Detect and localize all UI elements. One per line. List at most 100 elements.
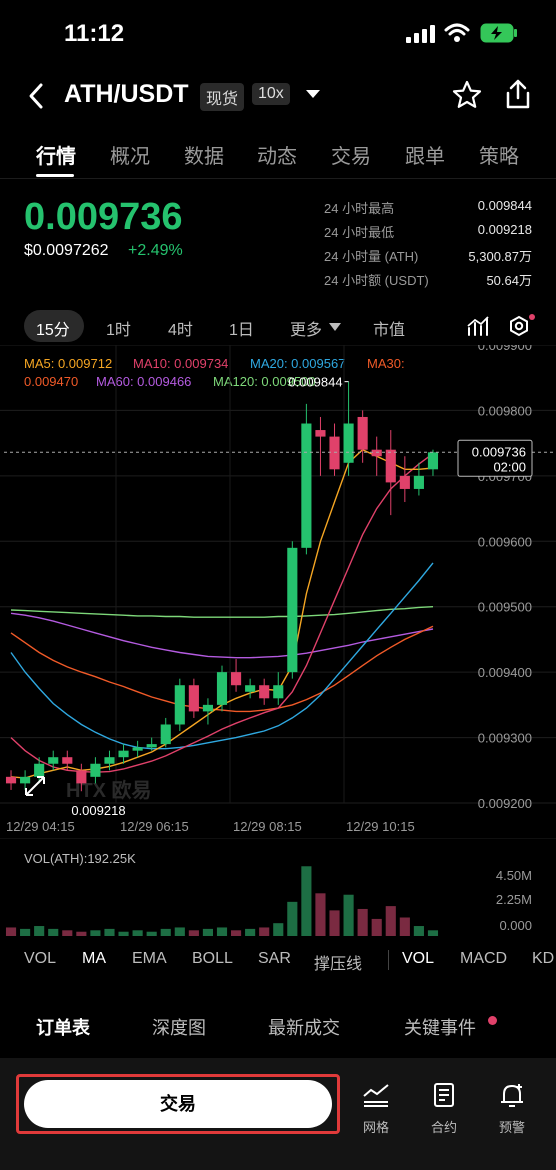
- candle: [259, 685, 270, 699]
- signal-icon: [406, 25, 435, 43]
- candle: [273, 685, 284, 699]
- stat-value: 50.64万: [486, 273, 532, 288]
- candle: [385, 449, 396, 483]
- candle: [132, 747, 143, 751]
- timeframe-15m[interactable]: 15分: [36, 322, 70, 339]
- stat-label: 24 小时最低: [324, 225, 395, 240]
- low-label: 0.009218: [71, 803, 125, 818]
- timeframe-1h[interactable]: 1时: [106, 322, 131, 339]
- grid-button[interactable]: 网格: [346, 1082, 406, 1136]
- y-tick-label: 0.009600: [478, 534, 532, 549]
- volume-bar: [385, 906, 396, 936]
- indicator-vol[interactable]: VOL: [24, 950, 57, 967]
- grid-label: 网格: [362, 1120, 389, 1135]
- candle: [118, 750, 129, 758]
- contract-button[interactable]: 合约: [414, 1082, 474, 1136]
- pair-title[interactable]: ATH/USDT: [64, 80, 189, 108]
- contract-label: 合约: [430, 1120, 457, 1135]
- share-icon[interactable]: [504, 78, 532, 110]
- volume-bar: [343, 894, 354, 936]
- tab-market[interactable]: 行情: [36, 146, 76, 168]
- volume-bar: [301, 866, 312, 936]
- candlestick-chart[interactable]: 0.0099000.0098000.0097000.0096000.009500…: [0, 345, 556, 835]
- volume-bar: [160, 928, 171, 936]
- indicator-chart-icon[interactable]: [466, 314, 490, 338]
- volume-bar: [357, 908, 368, 936]
- volume-bar: [174, 927, 185, 936]
- tab-feed[interactable]: 动态: [257, 146, 297, 168]
- indicator-ma[interactable]: MA: [82, 950, 106, 967]
- tab-key-events[interactable]: 关键事件: [404, 1018, 476, 1038]
- tab-depth[interactable]: 深度图: [152, 1018, 206, 1038]
- tab-orderbook[interactable]: 订单表: [36, 1018, 90, 1038]
- x-tick-label: 12/29 10:15: [346, 819, 415, 834]
- stat-label: 24 小时最高: [324, 201, 395, 216]
- volume-bar: [273, 923, 284, 936]
- volume-bar: [216, 927, 228, 936]
- tab-strategy[interactable]: 策略: [479, 146, 519, 168]
- indicator-sub-vol[interactable]: VOL: [402, 950, 435, 967]
- tab-overview[interactable]: 概况: [110, 146, 150, 168]
- alert-bell-icon: [501, 1084, 523, 1107]
- battery-icon: [480, 23, 517, 43]
- indicator-boll[interactable]: BOLL: [192, 950, 233, 967]
- settings-icon[interactable]: [508, 313, 536, 339]
- ma10-legend: MA10: 0.009734: [133, 356, 229, 371]
- candle: [245, 685, 256, 692]
- volume-bar: [62, 930, 73, 936]
- candle: [371, 449, 382, 457]
- active-tab-indicator: [36, 174, 74, 177]
- trade-button[interactable]: 交易: [24, 1080, 332, 1128]
- candle: [146, 744, 157, 748]
- timeframe-marketcap[interactable]: 市值: [373, 322, 406, 339]
- timeframe-4h[interactable]: 4时: [168, 322, 193, 339]
- candle: [62, 757, 73, 764]
- candle: [301, 423, 312, 548]
- back-icon[interactable]: [26, 82, 46, 110]
- candle: [48, 757, 59, 764]
- favorite-star-icon[interactable]: [452, 80, 482, 110]
- tab-latest-trades[interactable]: 最新成交: [268, 1018, 340, 1038]
- volume-bar: [34, 926, 45, 936]
- ma20-legend: MA20: 0.009567: [250, 356, 346, 371]
- candle: [104, 757, 115, 764]
- indicator-macd[interactable]: MACD: [460, 950, 508, 967]
- y-tick-label: 0.009900: [478, 345, 532, 353]
- volume-bar: [118, 931, 129, 936]
- tab-trade[interactable]: 交易: [331, 146, 371, 168]
- ma120-line: [10, 606, 434, 618]
- y-tick-label: 0.009800: [478, 403, 532, 418]
- tab-copy[interactable]: 跟单: [405, 146, 445, 168]
- more-dropdown-icon[interactable]: [328, 322, 342, 332]
- volume-tick-label: 2.25M: [496, 892, 532, 907]
- volume-bar: [231, 930, 242, 936]
- indicator-support[interactable]: 撑压线: [314, 956, 363, 973]
- indicator-kd[interactable]: KD: [532, 950, 555, 967]
- candle: [413, 475, 424, 489]
- volume-bar: [399, 917, 410, 936]
- indicator-ema[interactable]: EMA: [132, 950, 167, 967]
- x-tick-label: 12/29 06:15: [120, 819, 189, 834]
- x-tick-label: 12/29 08:15: [233, 819, 302, 834]
- price-change: +2.49%: [128, 242, 183, 259]
- timeframe-1d[interactable]: 1日: [229, 322, 254, 339]
- ma5-legend: MA5: 0.009712: [24, 356, 113, 371]
- candle: [231, 672, 242, 686]
- volume-bar: [259, 927, 270, 936]
- candle: [188, 685, 199, 712]
- volume-bar: [5, 927, 17, 936]
- main-tabs: 行情 概况 数据 动态 交易 跟单 策略: [0, 128, 556, 179]
- timeframe-more[interactable]: 更多: [290, 322, 323, 339]
- tab-data[interactable]: 数据: [184, 146, 224, 168]
- volume-bar: [48, 928, 59, 936]
- candle: [287, 547, 298, 673]
- alert-button[interactable]: 预警: [482, 1082, 542, 1136]
- dropdown-icon[interactable]: [305, 88, 321, 100]
- alert-label: 预警: [498, 1120, 525, 1135]
- grid-icon: [363, 1084, 389, 1107]
- pair-header: ATH/USDT 现货 10x: [0, 66, 556, 126]
- indicator-sar[interactable]: SAR: [258, 950, 291, 967]
- notification-dot: [488, 1016, 497, 1025]
- volume-bar: [104, 928, 115, 936]
- candle: [90, 763, 101, 777]
